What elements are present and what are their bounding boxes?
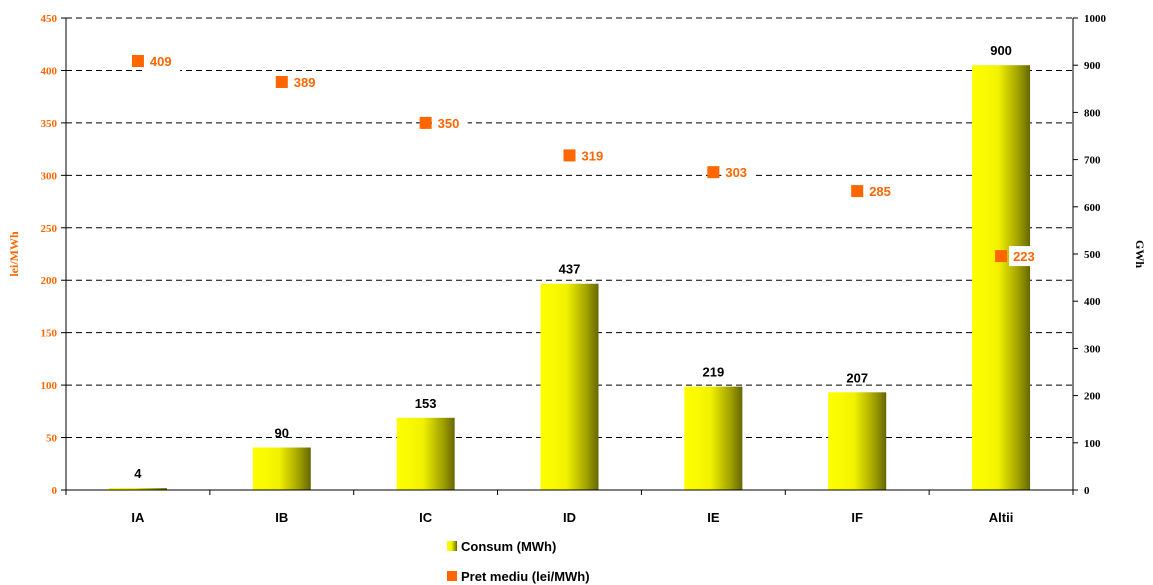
- right-tick-label: 500: [1084, 249, 1101, 261]
- left-ticks: 0 50 100 150 200 250 300 350 400 450: [41, 13, 66, 497]
- left-tick-label: 250: [41, 223, 58, 235]
- price-point-label: 389: [294, 75, 316, 90]
- right-tick-label: 700: [1084, 155, 1101, 167]
- price-point: [419, 116, 432, 129]
- price-point-label: 350: [438, 116, 460, 131]
- price-point-label: 303: [725, 165, 747, 180]
- category-label: IA: [131, 510, 145, 525]
- legend-item-pret: Pret mediu (lei/MWh): [447, 569, 590, 584]
- category-label: IF: [851, 510, 863, 525]
- bar: [684, 386, 743, 490]
- left-tick-label: 100: [41, 380, 58, 392]
- point-label-background: [577, 145, 612, 166]
- right-ticks: 0 100 200 300 400 500 600 700 800 900 1000: [1073, 13, 1107, 497]
- bar: [540, 283, 599, 490]
- right-tick-label: 100: [1084, 438, 1101, 450]
- legend-swatch-pret: [447, 571, 457, 581]
- price-point: [995, 250, 1008, 263]
- right-tick-label: 1000: [1084, 13, 1107, 25]
- category-label: ID: [563, 510, 576, 525]
- price-point: [275, 75, 288, 88]
- price-point: [851, 185, 864, 198]
- left-tick-label: 450: [41, 13, 58, 25]
- category-label: IB: [275, 510, 288, 525]
- right-tick-label: 200: [1084, 391, 1101, 403]
- left-tick-label: 50: [46, 433, 58, 445]
- point-label-background: [433, 112, 468, 133]
- bar: [828, 392, 887, 490]
- left-tick-label: 150: [41, 328, 58, 340]
- right-tick-label: 800: [1084, 107, 1101, 119]
- category-label: IC: [419, 510, 433, 525]
- category-label: IE: [707, 510, 720, 525]
- legend-label-consum: Consum (MWh): [461, 539, 556, 554]
- price-point-label: 285: [869, 184, 891, 199]
- bars: [108, 65, 1031, 490]
- right-tick-label: 600: [1084, 202, 1101, 214]
- bar-value-label: 90: [275, 426, 289, 441]
- left-axis-title: lei/MWh: [7, 231, 21, 277]
- point-label-background: [1009, 246, 1044, 267]
- bar-value-label: 437: [559, 262, 581, 277]
- right-tick-label: 0: [1084, 485, 1090, 497]
- left-tick-label: 300: [41, 170, 58, 182]
- bar-value-label: 207: [846, 370, 868, 385]
- price-point: [131, 55, 144, 68]
- price-point-label: 409: [150, 54, 172, 69]
- bar-value-label: 900: [990, 43, 1012, 58]
- right-tick-label: 400: [1084, 296, 1101, 308]
- point-label-background: [865, 181, 900, 202]
- bar-value-labels: 4 90 153 437 219 207 900: [134, 43, 1012, 481]
- right-tick-label: 900: [1084, 60, 1101, 72]
- right-tick-label: 300: [1084, 343, 1101, 355]
- bar-value-label: 4: [134, 466, 142, 481]
- legend-item-consum: Consum (MWh): [447, 539, 556, 554]
- category-label: Altii: [989, 510, 1014, 525]
- bar: [252, 447, 311, 490]
- point-label-background: [289, 71, 324, 92]
- left-tick-label: 400: [41, 65, 58, 77]
- price-point: [563, 149, 576, 162]
- price-points: 409 389 350 319 303 285 223: [131, 51, 1044, 267]
- bar: [396, 417, 455, 490]
- point-label-background: [145, 51, 180, 72]
- bar: [972, 65, 1031, 490]
- left-tick-label: 200: [41, 275, 58, 287]
- point-label-background: [721, 162, 756, 183]
- price-point: [707, 166, 720, 179]
- right-axis-title: GWh: [1133, 240, 1147, 268]
- left-tick-label: 0: [52, 485, 58, 497]
- bar-value-label: 153: [415, 396, 437, 411]
- bar: [108, 488, 167, 490]
- price-point-label: 223: [1013, 249, 1035, 264]
- left-tick-label: 350: [41, 118, 58, 130]
- legend-label-pret: Pret mediu (lei/MWh): [461, 569, 590, 584]
- legend-swatch-consum: [447, 541, 457, 551]
- bar-value-label: 219: [703, 365, 725, 380]
- category-labels: IA IB IC ID IE IF Altii: [65, 490, 1074, 525]
- price-point-label: 319: [582, 148, 604, 163]
- legend: Consum (MWh) Pret mediu (lei/MWh): [447, 539, 590, 584]
